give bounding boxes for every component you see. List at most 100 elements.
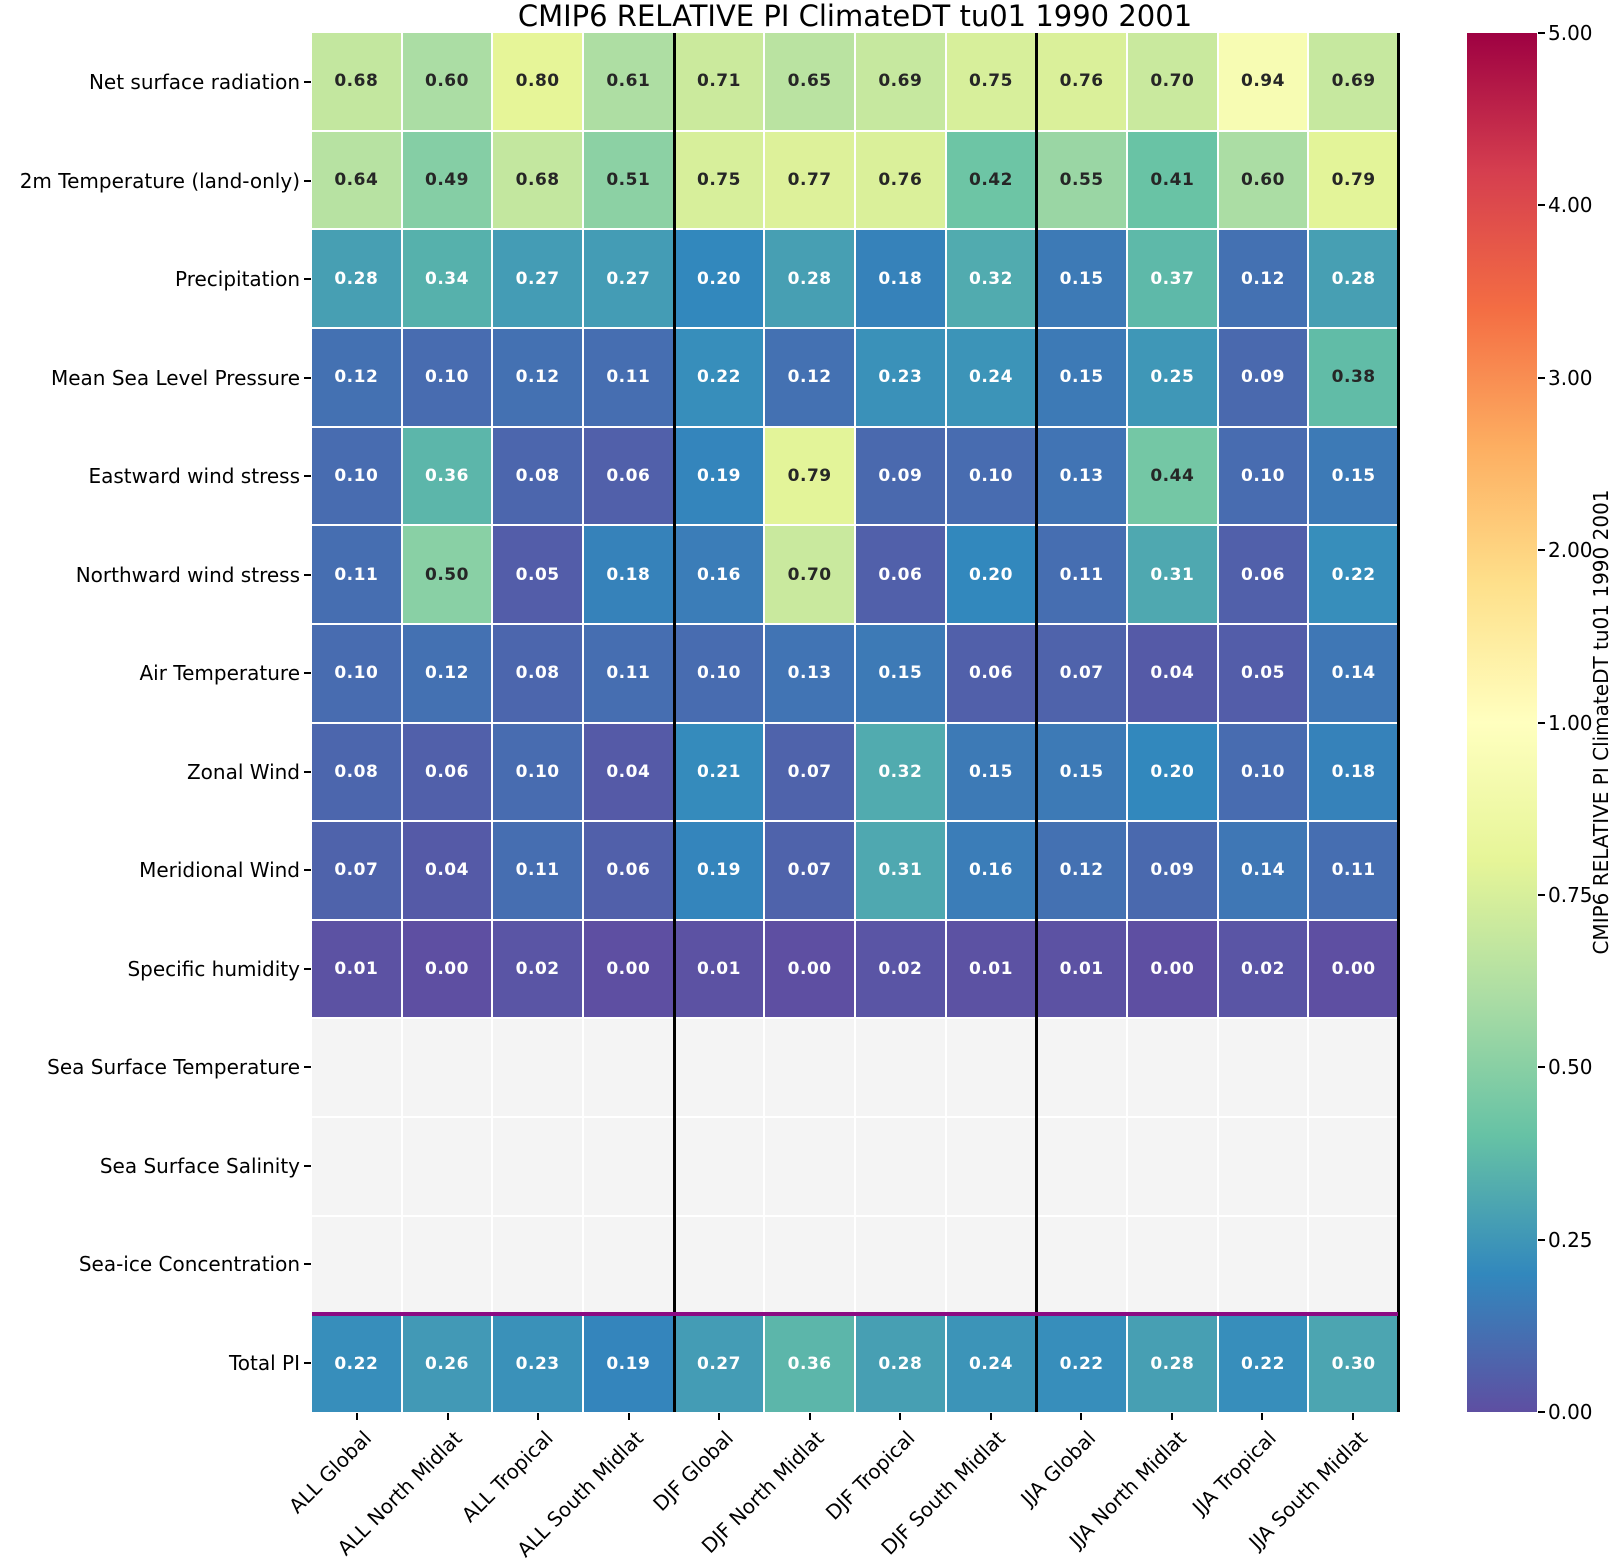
row-label: Total PI xyxy=(228,1350,300,1375)
col-tick xyxy=(537,1413,540,1420)
heatmap-cell: 0.24 xyxy=(946,328,1036,426)
cell-value: 0.80 xyxy=(515,71,560,92)
cell-value: 0.70 xyxy=(1150,71,1195,92)
cell-value: 0.50 xyxy=(425,564,469,585)
cell-value: 0.01 xyxy=(1059,959,1104,980)
row-label: Precipitation xyxy=(174,267,300,292)
cell-value: 0.00 xyxy=(1150,959,1195,980)
cell-value: 0.00 xyxy=(606,959,651,980)
row-tick xyxy=(304,81,311,84)
heatmap-cell xyxy=(1127,1216,1217,1314)
cell-value: 0.19 xyxy=(697,465,741,486)
cell-value: 0.14 xyxy=(1241,860,1285,881)
heatmap-cell: 0.68 xyxy=(312,33,401,130)
heatmap-cell xyxy=(1127,1019,1217,1117)
heatmap-cell: 0.14 xyxy=(1218,822,1308,919)
heatmap-cell xyxy=(1309,1118,1398,1215)
col-tick xyxy=(1170,1413,1173,1420)
heatmap-cell: 0.16 xyxy=(946,822,1036,919)
row-label: Zonal Wind xyxy=(186,759,300,784)
row-tick xyxy=(304,1361,311,1364)
heatmap-cell: 0.94 xyxy=(1218,33,1308,130)
heatmap-cell: 0.10 xyxy=(1218,723,1308,821)
heatmap-cell: 0.01 xyxy=(1037,920,1126,1018)
heatmap-cell: 0.15 xyxy=(1037,230,1126,327)
cell-value: 0.01 xyxy=(969,959,1013,980)
cell-value: 0.09 xyxy=(878,465,923,486)
cell-value: 0.22 xyxy=(1059,1353,1104,1374)
heatmap-cell: 0.00 xyxy=(1127,920,1217,1018)
col-tick xyxy=(718,1413,721,1420)
row-tick xyxy=(304,1066,311,1069)
heatmap-cell: 0.26 xyxy=(402,1315,492,1412)
cb-tick xyxy=(1538,32,1545,34)
heatmap-cell: 0.16 xyxy=(674,526,764,623)
heatmap-cell: 0.11 xyxy=(1037,526,1126,623)
cell-value: 0.10 xyxy=(334,663,379,684)
heatmap-cell: 0.41 xyxy=(1127,131,1217,229)
heatmap-cell: 0.09 xyxy=(1127,822,1217,919)
heatmap-cell: 0.27 xyxy=(493,230,582,327)
heatmap-cell xyxy=(493,1118,582,1215)
cell-value: 0.02 xyxy=(515,959,560,980)
cell-value: 0.26 xyxy=(425,1353,469,1374)
heatmap-cell: 0.32 xyxy=(855,723,945,821)
cell-value: 0.37 xyxy=(1150,268,1195,289)
heatmap-cell: 0.28 xyxy=(765,230,854,327)
row-tick xyxy=(304,869,311,872)
heatmap-cell: 0.69 xyxy=(1309,33,1398,130)
row-label: 2m Temperature (land-only) xyxy=(19,168,300,193)
row-tick xyxy=(304,475,311,478)
heatmap-cell xyxy=(1037,1019,1126,1117)
heatmap-cell: 0.27 xyxy=(583,230,673,327)
heatmap-cell xyxy=(765,1216,854,1314)
heatmap-cell: 0.11 xyxy=(583,624,673,722)
heatmap-cell: 0.30 xyxy=(1309,1315,1398,1412)
heatmap-cell: 0.00 xyxy=(402,920,492,1018)
heatmap-cell: 0.05 xyxy=(1218,624,1308,722)
heatmap-cell xyxy=(583,1019,673,1117)
cell-value: 0.25 xyxy=(1150,367,1195,388)
heatmap-cell: 0.34 xyxy=(402,230,492,327)
heatmap-cell: 0.12 xyxy=(1218,230,1308,327)
row-tick xyxy=(304,1164,311,1167)
heatmap-cell: 0.44 xyxy=(1127,427,1217,525)
row-tick xyxy=(304,672,311,675)
heatmap-cell: 0.07 xyxy=(765,723,854,821)
cell-value: 0.30 xyxy=(1331,1353,1376,1374)
cb-tick-label: 1.00 xyxy=(1548,710,1593,735)
heatmap-cell: 0.23 xyxy=(855,328,945,426)
heatmap-cell: 0.75 xyxy=(674,131,764,229)
heatmap-cell: 0.75 xyxy=(946,33,1036,130)
heatmap-cell: 0.04 xyxy=(402,822,492,919)
heatmap-cell: 0.69 xyxy=(855,33,945,130)
heatmap-cell xyxy=(1309,1216,1398,1314)
heatmap-cell: 0.15 xyxy=(1309,427,1398,525)
cell-value: 0.02 xyxy=(1241,959,1285,980)
cell-value: 0.22 xyxy=(697,367,741,388)
heatmap-cell: 0.06 xyxy=(1218,526,1308,623)
heatmap-cell: 0.28 xyxy=(1127,1315,1217,1412)
heatmap-cell: 0.07 xyxy=(312,822,401,919)
heatmap-cell: 0.10 xyxy=(674,624,764,722)
heatmap-cell xyxy=(855,1118,945,1215)
heatmap-cell: 0.19 xyxy=(674,427,764,525)
row-tick xyxy=(304,1263,311,1266)
row-label: Sea-ice Concentration xyxy=(78,1252,300,1277)
heatmap-cell: 0.04 xyxy=(583,723,673,821)
heatmap-cell: 0.77 xyxy=(765,131,854,229)
heatmap-cell: 0.22 xyxy=(1309,526,1398,623)
cell-value: 0.02 xyxy=(878,959,923,980)
heatmap-cell xyxy=(1037,1216,1126,1314)
group-separator-line xyxy=(1396,33,1400,1412)
heatmap-cell xyxy=(1309,1019,1398,1117)
row-label: Sea Surface Salinity xyxy=(99,1153,300,1178)
colorbar-label: CMIP6 RELATIVE PI ClimateDT tu01 1990 20… xyxy=(1589,489,1613,955)
heatmap-cell: 0.42 xyxy=(946,131,1036,229)
cell-value: 0.08 xyxy=(515,465,560,486)
heatmap-cell: 0.18 xyxy=(1309,723,1398,821)
colorbar xyxy=(1467,33,1537,1412)
col-tick xyxy=(1351,1413,1354,1420)
cell-value: 0.15 xyxy=(1059,761,1104,782)
col-tick xyxy=(356,1413,359,1420)
